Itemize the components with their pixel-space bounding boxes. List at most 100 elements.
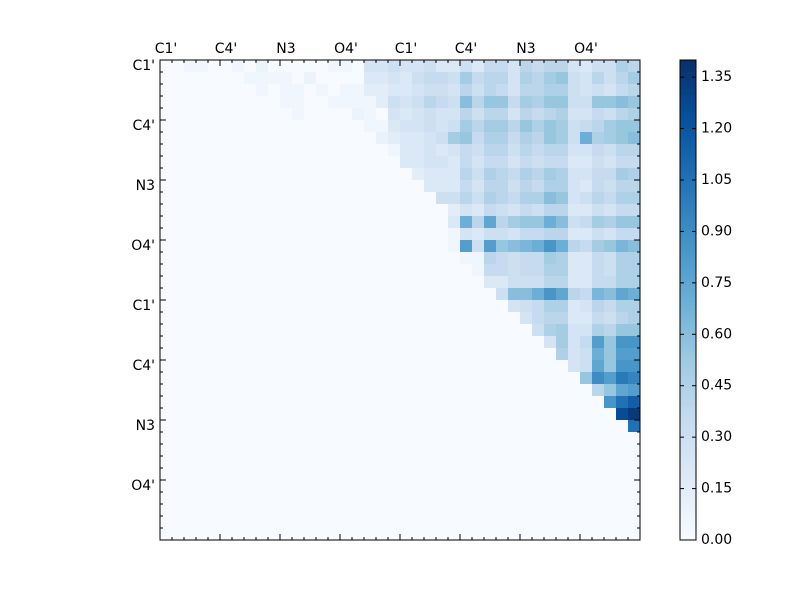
heatmap-cell [448, 408, 461, 421]
heatmap-cell [460, 504, 473, 517]
heatmap-cell [256, 252, 269, 265]
heatmap-cell [604, 348, 617, 361]
heatmap-cell [172, 216, 185, 229]
colorbar-tick-label: 0.30 [701, 429, 732, 445]
heatmap-cell [616, 240, 629, 253]
heatmap-cell [352, 132, 365, 145]
heatmap-cell [484, 348, 497, 361]
heatmap-cell [604, 84, 617, 97]
heatmap-cell [472, 144, 485, 157]
heatmap-cell [448, 204, 461, 217]
heatmap-cell [496, 408, 509, 421]
heatmap-cell [304, 132, 317, 145]
heatmap-cell [412, 312, 425, 325]
heatmap-cell [388, 504, 401, 517]
heatmap-cell [364, 96, 377, 109]
heatmap-cell [352, 408, 365, 421]
heatmap-cell [532, 192, 545, 205]
heatmap-cell [256, 72, 269, 85]
heatmap-cell [352, 144, 365, 157]
heatmap-cell [580, 300, 593, 313]
heatmap-cell [508, 312, 521, 325]
heatmap-cell [172, 396, 185, 409]
heatmap-cell [472, 240, 485, 253]
heatmap-cell [556, 240, 569, 253]
heatmap-cell [256, 504, 269, 517]
heatmap-cell [568, 372, 581, 385]
heatmap-cell [232, 384, 245, 397]
heatmap-cell [424, 336, 437, 349]
heatmap-cell [460, 192, 473, 205]
heatmap-cell [232, 240, 245, 253]
heatmap-cell [604, 204, 617, 217]
heatmap-cell [364, 384, 377, 397]
heatmap-cell [448, 72, 461, 85]
heatmap-cell [520, 468, 533, 481]
heatmap-cell [424, 396, 437, 409]
heatmap-cell [232, 492, 245, 505]
heatmap-cell [304, 336, 317, 349]
heatmap-cell [580, 444, 593, 457]
heatmap-cell [544, 360, 557, 373]
heatmap-cell [484, 288, 497, 301]
heatmap-cell [160, 84, 173, 97]
heatmap-cell [340, 72, 353, 85]
heatmap-cell [196, 228, 209, 241]
heatmap-cell [376, 192, 389, 205]
heatmap-cell [292, 84, 305, 97]
heatmap-cell [592, 396, 605, 409]
heatmap-cell [556, 120, 569, 133]
heatmap-cell [256, 204, 269, 217]
colorbar [679, 59, 697, 541]
heatmap-cell [172, 504, 185, 517]
heatmap-cell [256, 144, 269, 157]
heatmap-cell [388, 96, 401, 109]
heatmap-cell [592, 384, 605, 397]
heatmap-cell [232, 444, 245, 457]
heatmap-cell [376, 504, 389, 517]
heatmap-cell [472, 276, 485, 289]
heatmap-cell [220, 432, 233, 445]
heatmap-cell [616, 60, 629, 73]
heatmap-cell [592, 492, 605, 505]
heatmap-cell [496, 72, 509, 85]
heatmap-cell [232, 108, 245, 121]
heatmap-cell [220, 240, 233, 253]
heatmap-cell [508, 120, 521, 133]
heatmap-cell [520, 168, 533, 181]
heatmap-cell [232, 180, 245, 193]
heatmap-cell [256, 360, 269, 373]
heatmap-cell [400, 144, 413, 157]
heatmap-cell [340, 168, 353, 181]
heatmap-cell [496, 216, 509, 229]
heatmap-cell [160, 336, 173, 349]
heatmap-cell [364, 456, 377, 469]
heatmap-cell [364, 396, 377, 409]
heatmap-cell [616, 468, 629, 481]
heatmap-cell [208, 324, 221, 337]
heatmap-cell [184, 324, 197, 337]
heatmap-cell [364, 60, 377, 73]
heatmap-cell [460, 168, 473, 181]
heatmap-cell [292, 264, 305, 277]
heatmap-cell [376, 492, 389, 505]
heatmap-cell [316, 84, 329, 97]
heatmap-cell [400, 468, 413, 481]
heatmap-cell [436, 432, 449, 445]
heatmap-cell [160, 444, 173, 457]
heatmap-cell [328, 144, 341, 157]
heatmap-cell [256, 216, 269, 229]
heatmap-cell [244, 216, 257, 229]
heatmap-cell [424, 504, 437, 517]
heatmap-cell [484, 108, 497, 121]
heatmap-cell [556, 420, 569, 433]
heatmap-cell [328, 288, 341, 301]
heatmap-cell [364, 228, 377, 241]
heatmap-cell [376, 144, 389, 157]
heatmap-cell [496, 420, 509, 433]
heatmap-cell [268, 276, 281, 289]
heatmap-cell [556, 192, 569, 205]
heatmap-cell [544, 420, 557, 433]
heatmap-cell [544, 432, 557, 445]
heatmap-cell [568, 228, 581, 241]
